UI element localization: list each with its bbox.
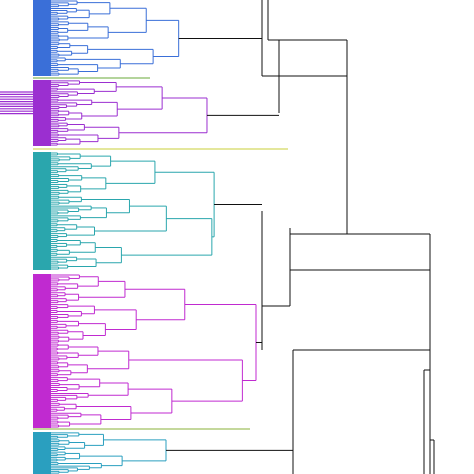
leaf-block-teal-1	[33, 152, 51, 270]
leaf-block-teal-2	[33, 432, 51, 474]
leaf-block-magenta	[33, 274, 51, 428]
leaf-block-blue	[33, 0, 51, 76]
leaf-block-purple	[33, 80, 51, 146]
